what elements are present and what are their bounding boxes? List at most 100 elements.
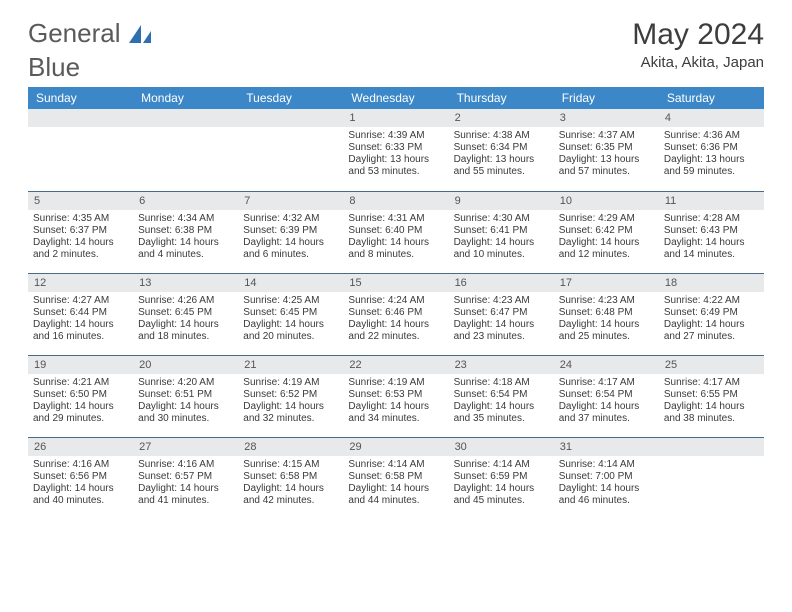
day-number: 18 (659, 274, 764, 292)
calendar-week-row: 5Sunrise: 4:35 AMSunset: 6:37 PMDaylight… (28, 191, 764, 273)
sunset-line: Sunset: 6:58 PM (348, 471, 443, 483)
page-title: May 2024 (632, 18, 764, 52)
sunrise-line: Sunrise: 4:39 AM (348, 130, 443, 142)
day-number: 7 (238, 192, 343, 210)
sunrise-line: Sunrise: 4:24 AM (348, 295, 443, 307)
day-number: 26 (28, 438, 133, 456)
sunset-line: Sunset: 6:37 PM (33, 225, 128, 237)
sunrise-line: Sunrise: 4:15 AM (243, 459, 338, 471)
sunrise-line: Sunrise: 4:19 AM (243, 377, 338, 389)
sunrise-line: Sunrise: 4:36 AM (664, 130, 759, 142)
calendar-day-cell: 25Sunrise: 4:17 AMSunset: 6:55 PMDayligh… (659, 355, 764, 437)
day-body: Sunrise: 4:16 AMSunset: 6:56 PMDaylight:… (28, 456, 133, 510)
day-number: 23 (449, 356, 554, 374)
calendar-day-cell: 6Sunrise: 4:34 AMSunset: 6:38 PMDaylight… (133, 191, 238, 273)
day-number: 9 (449, 192, 554, 210)
daylight-line: Daylight: 13 hours and 55 minutes. (454, 154, 549, 178)
daylight-line: Daylight: 14 hours and 4 minutes. (138, 237, 233, 261)
day-body: Sunrise: 4:24 AMSunset: 6:46 PMDaylight:… (343, 292, 448, 346)
location-text: Akita, Akita, Japan (632, 54, 764, 71)
daylight-line: Daylight: 14 hours and 46 minutes. (559, 483, 654, 507)
sunset-line: Sunset: 6:48 PM (559, 307, 654, 319)
sunset-line: Sunset: 6:45 PM (243, 307, 338, 319)
daylight-line: Daylight: 14 hours and 12 minutes. (559, 237, 654, 261)
daylight-line: Daylight: 14 hours and 35 minutes. (454, 401, 549, 425)
day-body: Sunrise: 4:25 AMSunset: 6:45 PMDaylight:… (238, 292, 343, 346)
calendar-day-cell: 22Sunrise: 4:19 AMSunset: 6:53 PMDayligh… (343, 355, 448, 437)
daylight-line: Daylight: 14 hours and 14 minutes. (664, 237, 759, 261)
calendar-day-cell: 9Sunrise: 4:30 AMSunset: 6:41 PMDaylight… (449, 191, 554, 273)
sunrise-line: Sunrise: 4:18 AM (454, 377, 549, 389)
daylight-line: Daylight: 14 hours and 8 minutes. (348, 237, 443, 261)
day-number: 15 (343, 274, 448, 292)
weekday-header: Thursday (449, 87, 554, 109)
sunset-line: Sunset: 6:34 PM (454, 142, 549, 154)
sunrise-line: Sunrise: 4:23 AM (454, 295, 549, 307)
sunset-line: Sunset: 6:58 PM (243, 471, 338, 483)
day-number (28, 109, 133, 127)
calendar-day-cell: 18Sunrise: 4:22 AMSunset: 6:49 PMDayligh… (659, 273, 764, 355)
day-body: Sunrise: 4:39 AMSunset: 6:33 PMDaylight:… (343, 127, 448, 181)
sunrise-line: Sunrise: 4:34 AM (138, 213, 233, 225)
daylight-line: Daylight: 14 hours and 40 minutes. (33, 483, 128, 507)
sunset-line: Sunset: 6:52 PM (243, 389, 338, 401)
logo-text-1: General (28, 18, 121, 49)
daylight-line: Daylight: 14 hours and 2 minutes. (33, 237, 128, 261)
sunset-line: Sunset: 6:36 PM (664, 142, 759, 154)
calendar-day-cell: 23Sunrise: 4:18 AMSunset: 6:54 PMDayligh… (449, 355, 554, 437)
calendar-day-cell: 24Sunrise: 4:17 AMSunset: 6:54 PMDayligh… (554, 355, 659, 437)
sunrise-line: Sunrise: 4:27 AM (33, 295, 128, 307)
sunrise-line: Sunrise: 4:17 AM (559, 377, 654, 389)
sunset-line: Sunset: 6:41 PM (454, 225, 549, 237)
daylight-line: Daylight: 13 hours and 57 minutes. (559, 154, 654, 178)
daylight-line: Daylight: 14 hours and 37 minutes. (559, 401, 654, 425)
sunrise-line: Sunrise: 4:26 AM (138, 295, 233, 307)
weekday-header-row: SundayMondayTuesdayWednesdayThursdayFrid… (28, 87, 764, 109)
day-number: 25 (659, 356, 764, 374)
sunrise-line: Sunrise: 4:30 AM (454, 213, 549, 225)
sail-icon (127, 23, 153, 45)
day-body: Sunrise: 4:14 AMSunset: 6:59 PMDaylight:… (449, 456, 554, 510)
sunrise-line: Sunrise: 4:37 AM (559, 130, 654, 142)
sunset-line: Sunset: 6:59 PM (454, 471, 549, 483)
calendar-table: SundayMondayTuesdayWednesdayThursdayFrid… (28, 87, 764, 519)
daylight-line: Daylight: 14 hours and 42 minutes. (243, 483, 338, 507)
calendar-day-cell: 29Sunrise: 4:14 AMSunset: 6:58 PMDayligh… (343, 437, 448, 519)
calendar-day-cell: 11Sunrise: 4:28 AMSunset: 6:43 PMDayligh… (659, 191, 764, 273)
day-body: Sunrise: 4:17 AMSunset: 6:54 PMDaylight:… (554, 374, 659, 428)
day-number: 11 (659, 192, 764, 210)
sunrise-line: Sunrise: 4:29 AM (559, 213, 654, 225)
day-body: Sunrise: 4:30 AMSunset: 6:41 PMDaylight:… (449, 210, 554, 264)
calendar-week-row: 26Sunrise: 4:16 AMSunset: 6:56 PMDayligh… (28, 437, 764, 519)
day-number: 24 (554, 356, 659, 374)
sunset-line: Sunset: 6:33 PM (348, 142, 443, 154)
day-number: 14 (238, 274, 343, 292)
sunrise-line: Sunrise: 4:31 AM (348, 213, 443, 225)
day-number: 21 (238, 356, 343, 374)
sunrise-line: Sunrise: 4:38 AM (454, 130, 549, 142)
calendar-day-cell: 20Sunrise: 4:20 AMSunset: 6:51 PMDayligh… (133, 355, 238, 437)
day-body: Sunrise: 4:37 AMSunset: 6:35 PMDaylight:… (554, 127, 659, 181)
daylight-line: Daylight: 14 hours and 29 minutes. (33, 401, 128, 425)
sunset-line: Sunset: 6:54 PM (559, 389, 654, 401)
daylight-line: Daylight: 14 hours and 6 minutes. (243, 237, 338, 261)
calendar-day-cell: 27Sunrise: 4:16 AMSunset: 6:57 PMDayligh… (133, 437, 238, 519)
weekday-header: Sunday (28, 87, 133, 109)
sunset-line: Sunset: 6:42 PM (559, 225, 654, 237)
daylight-line: Daylight: 14 hours and 34 minutes. (348, 401, 443, 425)
day-body: Sunrise: 4:18 AMSunset: 6:54 PMDaylight:… (449, 374, 554, 428)
calendar-day-cell: 4Sunrise: 4:36 AMSunset: 6:36 PMDaylight… (659, 109, 764, 191)
daylight-line: Daylight: 14 hours and 44 minutes. (348, 483, 443, 507)
calendar-day-cell (28, 109, 133, 191)
sunrise-line: Sunrise: 4:21 AM (33, 377, 128, 389)
sunrise-line: Sunrise: 4:28 AM (664, 213, 759, 225)
day-number: 28 (238, 438, 343, 456)
daylight-line: Daylight: 14 hours and 27 minutes. (664, 319, 759, 343)
daylight-line: Daylight: 14 hours and 41 minutes. (138, 483, 233, 507)
sunset-line: Sunset: 6:47 PM (454, 307, 549, 319)
sunrise-line: Sunrise: 4:32 AM (243, 213, 338, 225)
calendar-day-cell: 10Sunrise: 4:29 AMSunset: 6:42 PMDayligh… (554, 191, 659, 273)
sunrise-line: Sunrise: 4:19 AM (348, 377, 443, 389)
calendar-day-cell: 13Sunrise: 4:26 AMSunset: 6:45 PMDayligh… (133, 273, 238, 355)
day-body: Sunrise: 4:23 AMSunset: 6:47 PMDaylight:… (449, 292, 554, 346)
